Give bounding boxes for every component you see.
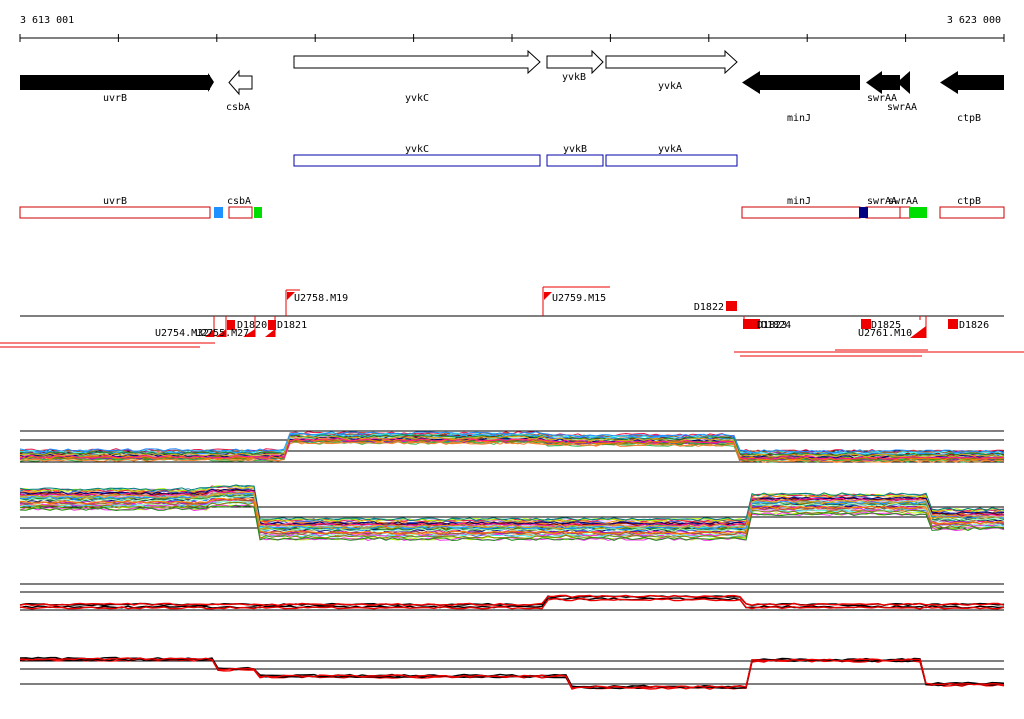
- gene-box-swrAA-2[interactable]: [899, 206, 911, 219]
- feature-U2758-M19[interactable]: U2758.M19: [285, 289, 348, 316]
- feature-label: U2758.M19: [294, 293, 348, 304]
- coordinate-ruler: 3 613 001 3 623 000: [19, 15, 1005, 42]
- profile-trace: [19, 440, 1005, 463]
- ruler-start-label: 3 613 001: [20, 15, 74, 26]
- profile-trace: [19, 491, 1005, 528]
- gene-label: csbA: [227, 196, 251, 207]
- feature-label: D1820: [237, 320, 267, 331]
- summary-panel-upper-strand: [19, 583, 1005, 611]
- feature-label: D1825: [871, 320, 901, 331]
- gene-ctpB[interactable]: ctpB: [940, 71, 1004, 124]
- gene-yvkB[interactable]: yvkB: [546, 49, 604, 83]
- gene-label: swrAA: [867, 196, 897, 207]
- feature-label: D1821: [277, 320, 307, 331]
- feature-label: U2755.M27: [195, 328, 249, 339]
- gene-label: uvrB: [103, 93, 127, 104]
- gene-track-red: uvrB csbA minJ swrAA swrAA ctpB: [19, 196, 1005, 219]
- gene-label: yvkB: [562, 72, 586, 83]
- feature-label: U2759.M15: [552, 293, 606, 304]
- ruler-ticks: [19, 34, 1005, 42]
- gene-label: swrAA: [887, 102, 917, 113]
- feature-label: D1822: [694, 302, 724, 313]
- gene-box-yvkB[interactable]: [546, 154, 604, 167]
- gene-swrAA-1[interactable]: swrAA: [866, 71, 900, 104]
- profile-trace: [19, 492, 1005, 530]
- gene-track-blue: yvkC yvkB yvkA: [293, 144, 738, 167]
- feature-label: D1824: [761, 320, 791, 331]
- gene-label: csbA: [226, 102, 250, 113]
- feature-D1822[interactable]: D1822: [694, 301, 737, 313]
- profile-trace: [19, 504, 1005, 542]
- feature-cluster-mid[interactable]: D1823 D1824: [734, 316, 1024, 357]
- gene-label: uvrB: [103, 196, 127, 207]
- gene-box-csbA[interactable]: [228, 206, 253, 219]
- profile-trace: [19, 497, 1005, 535]
- feature-label: U2761.M10: [858, 328, 912, 339]
- profile-trace: [19, 484, 1005, 522]
- profile-trace: [19, 598, 1005, 610]
- expression-panel-upper-strand: [19, 430, 1005, 463]
- marker-navy[interactable]: [859, 207, 868, 218]
- gene-label: minJ: [787, 196, 811, 207]
- gene-csbA[interactable]: csbA: [226, 69, 253, 113]
- feature-cluster-right[interactable]: D1825 U2761.M10: [835, 316, 928, 351]
- profile-trace: [19, 489, 1005, 527]
- gene-box-uvrB[interactable]: [19, 206, 211, 219]
- gene-box-yvkC[interactable]: [293, 154, 541, 167]
- summary-panel-lower-strand: [19, 656, 1005, 690]
- profile-trace: [19, 435, 1005, 458]
- profile-trace: [19, 437, 1005, 460]
- profile-trace: [19, 431, 1005, 454]
- marker-green[interactable]: [254, 207, 262, 218]
- feature-cluster-left[interactable]: U2754.M32 U2755.M27 D1820 D1821: [0, 316, 307, 348]
- gene-label: yvkA: [658, 81, 682, 92]
- profile-trace: [19, 501, 1005, 540]
- feature-D1826[interactable]: D1826: [948, 319, 989, 331]
- gene-label: yvkC: [405, 144, 429, 155]
- ruler-end-label: 3 623 000: [947, 15, 1001, 26]
- gene-box-ctpB[interactable]: [939, 206, 1005, 219]
- gene-label: ctpB: [957, 113, 981, 124]
- feature-label: D1823: [757, 320, 787, 331]
- gene-label: swrAA: [888, 196, 918, 207]
- expression-panel-lower-strand: [19, 484, 1005, 542]
- feature-track: U2758.M19 U2759.M15 D1822 U2754.M3: [0, 286, 1024, 357]
- profile-trace: [19, 594, 1005, 607]
- profile-trace: [19, 497, 1005, 535]
- feature-label: U2754.M32: [155, 328, 209, 339]
- feature-U2759-M15[interactable]: U2759.M15: [542, 286, 610, 316]
- profile-trace: [20, 657, 1005, 689]
- gene-box-swrAA-1[interactable]: [865, 206, 901, 219]
- gene-label: minJ: [787, 113, 811, 124]
- gene-label: yvkC: [405, 93, 429, 104]
- gene-box-minJ[interactable]: [741, 206, 861, 219]
- gene-label: swrAA: [867, 93, 897, 104]
- gene-swrAA-2[interactable]: swrAA: [887, 71, 917, 113]
- gene-label: yvkA: [658, 144, 682, 155]
- marker-green[interactable]: [909, 207, 927, 218]
- gene-box-yvkA[interactable]: [605, 154, 738, 167]
- gene-yvkA[interactable]: yvkA: [605, 49, 738, 92]
- gene-uvrB[interactable]: uvrB: [20, 73, 214, 104]
- gene-label: yvkB: [563, 144, 587, 155]
- gene-track-annotation: uvrB csbA yvkC yvkB yvkA minJ swrAA swr: [20, 49, 1004, 124]
- marker-blue[interactable]: [214, 207, 223, 218]
- profile-trace: [19, 488, 1005, 526]
- feature-label: D1826: [959, 320, 989, 331]
- gene-minJ[interactable]: minJ: [742, 71, 860, 124]
- gene-yvkC[interactable]: yvkC: [293, 49, 541, 104]
- gene-label: ctpB: [957, 196, 981, 207]
